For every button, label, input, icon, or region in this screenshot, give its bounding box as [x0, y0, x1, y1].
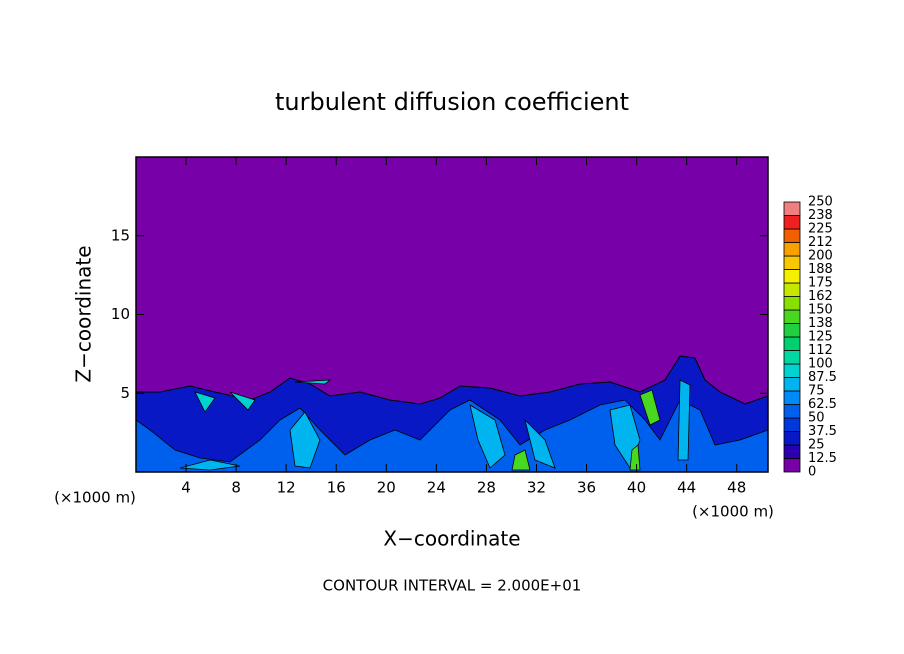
colorbar-label: 138: [808, 316, 833, 331]
colorbar-box: [783, 458, 801, 473]
colorbar-label: 0: [808, 465, 816, 480]
y-tick-label: 5: [120, 384, 130, 402]
x-unit-label-right: (×1000 m): [692, 503, 774, 521]
colorbar-label: 238: [808, 208, 833, 223]
colorbar-label: 62.5: [808, 397, 837, 412]
colorbar-box: [783, 377, 801, 392]
x-tick-label: 32: [527, 479, 546, 497]
colorbar-label: 125: [808, 330, 833, 345]
colorbar-label: 50: [808, 411, 825, 426]
colorbar-box: [783, 417, 801, 432]
colorbar-label: 250: [808, 195, 833, 210]
colorbar-label: 100: [808, 357, 833, 372]
y-tick-label: 15: [111, 226, 130, 244]
x-tick-label: 44: [677, 479, 696, 497]
x-tick-label: 48: [727, 479, 746, 497]
colorbar-box: [783, 228, 801, 243]
x-tick-label: 8: [231, 479, 241, 497]
colorbar-label: 188: [808, 262, 833, 277]
y-tick-label: 10: [111, 305, 130, 323]
x-tick-label: 16: [327, 479, 346, 497]
colorbar-box: [783, 242, 801, 257]
x-tick-label: 20: [377, 479, 396, 497]
x-unit-label: (×1000 m): [54, 489, 136, 507]
footer: CONTOUR INTERVAL = 2.000E+01: [323, 577, 582, 595]
chart-title: turbulent diffusion coefficient: [275, 88, 629, 116]
y-axis-label: Z−coordinate: [72, 245, 96, 382]
colorbar-box: [783, 201, 801, 216]
colorbar-label: 112: [808, 343, 833, 358]
colorbar-box: [783, 323, 801, 338]
colorbar-label: 25: [808, 438, 825, 453]
colorbar-label: 150: [808, 303, 833, 318]
x-tick-label: 12: [277, 479, 296, 497]
colorbar-label: 175: [808, 276, 833, 291]
colorbar-box: [783, 269, 801, 284]
x-tick-label: 24: [427, 479, 446, 497]
colorbar-label: 37.5: [808, 424, 837, 439]
colorbar-label: 212: [808, 235, 833, 250]
x-tick-label: 28: [477, 479, 496, 497]
colorbar-box: [783, 444, 801, 459]
colorbar-box: [783, 336, 801, 351]
x-axis-label: X−coordinate: [383, 527, 520, 551]
colorbar-label: 87.5: [808, 370, 837, 385]
turbulent-field: [136, 355, 768, 472]
x-tick-label: 4: [181, 479, 191, 497]
colorbar-box: [783, 390, 801, 405]
colorbar-label: 200: [808, 249, 833, 264]
colorbar-box: [783, 215, 801, 230]
colorbar-label: 225: [808, 222, 833, 237]
colorbar-box: [783, 309, 801, 324]
colorbar-box: [783, 363, 801, 378]
x-tick-label: 40: [627, 479, 646, 497]
colorbar-box: [783, 255, 801, 270]
colorbar-box: [783, 282, 801, 297]
colorbar-label: 75: [808, 384, 825, 399]
colorbar-box: [783, 296, 801, 311]
x-tick-label: 36: [577, 479, 596, 497]
colorbar-box: [783, 404, 801, 419]
colorbar-box: [783, 350, 801, 365]
colorbar-label: 12.5: [808, 451, 837, 466]
colorbar-box: [783, 431, 801, 446]
colorbar-label: 162: [808, 289, 833, 304]
